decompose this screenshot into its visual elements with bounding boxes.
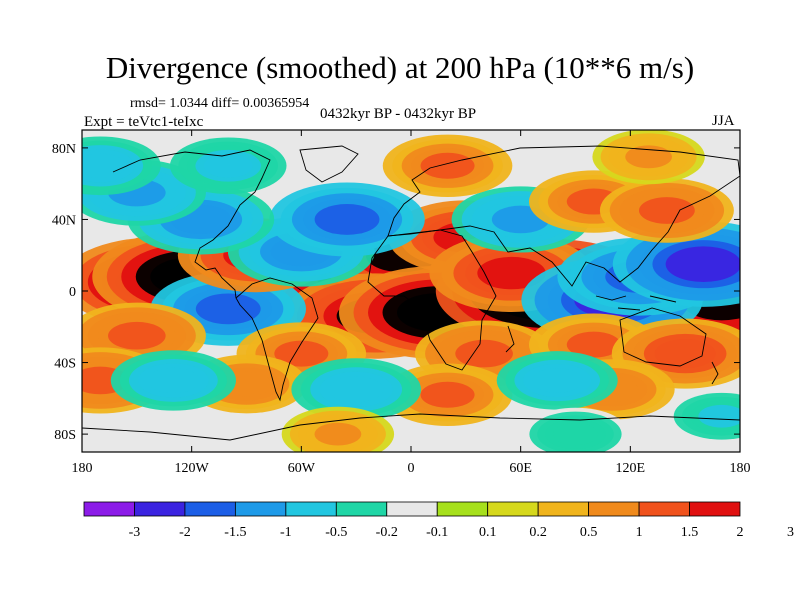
anomaly-band bbox=[420, 152, 475, 179]
anomaly-band bbox=[82, 153, 126, 178]
indonesia-outline bbox=[595, 295, 677, 311]
anomaly-field bbox=[82, 130, 740, 452]
anomaly-band bbox=[314, 204, 380, 235]
anomaly-band bbox=[329, 376, 384, 403]
colorbar-swatch bbox=[436, 501, 489, 517]
x-tick-label: 120W bbox=[175, 461, 210, 476]
anomaly-band bbox=[477, 256, 546, 290]
colorbar: -3 -2 -1.5 -1 -0.5 -0.2 -0.1 0.1 0.2 0.5 1 1.5 2 3 bbox=[83, 501, 794, 540]
anomaly-band bbox=[147, 367, 200, 394]
anomaly-band bbox=[665, 246, 740, 282]
anomaly-band bbox=[203, 153, 253, 178]
anomaly-band bbox=[108, 321, 166, 350]
stats-line: rmsd= 1.0344 diff= 0.00365954 bbox=[130, 96, 310, 111]
north-america-outline bbox=[112, 149, 271, 299]
south-america-outline bbox=[235, 277, 319, 402]
anomaly-band bbox=[638, 197, 695, 224]
colorbar-label: 2 bbox=[737, 525, 744, 540]
colorbar-label: -0.2 bbox=[376, 525, 398, 540]
greenland-outline bbox=[299, 145, 359, 183]
colorbar-swatch bbox=[689, 501, 741, 517]
colorbar-swatch bbox=[335, 501, 388, 517]
y-axis: 80N 40N 0 40S 80S bbox=[52, 142, 740, 443]
new-zealand-outline bbox=[711, 361, 719, 385]
colorbar-swatch bbox=[184, 501, 236, 517]
season-label: JJA bbox=[712, 113, 735, 129]
anomaly-band bbox=[566, 331, 621, 358]
anomaly-band bbox=[532, 368, 583, 393]
africa-outline bbox=[367, 229, 497, 371]
anomaly-band bbox=[274, 340, 329, 367]
x-tick-label: 0 bbox=[408, 461, 415, 476]
colorbar-swatch bbox=[83, 501, 135, 517]
x-tick-label: 180 bbox=[72, 461, 93, 476]
antarctica-outline bbox=[82, 413, 740, 441]
colorbar-swatch bbox=[537, 501, 590, 517]
colorbar-label: 3 bbox=[787, 525, 794, 540]
colorbar-label: -2 bbox=[179, 525, 191, 540]
anomaly-band bbox=[654, 339, 716, 369]
colorbar-label: 0.1 bbox=[479, 525, 497, 540]
anomaly-band bbox=[195, 293, 261, 325]
x-tick-label: 60E bbox=[509, 461, 532, 476]
colorbar-label: -0.5 bbox=[325, 525, 347, 540]
x-axis: 180 120W 60W 0 60E 120E 180 bbox=[72, 130, 751, 476]
anomaly-band bbox=[625, 145, 673, 169]
anomaly-band bbox=[698, 404, 740, 428]
colorbar-label: -3 bbox=[129, 525, 141, 540]
y-tick-label: 0 bbox=[69, 285, 76, 300]
colorbar-label: -0.1 bbox=[426, 525, 448, 540]
colorbar-swatch bbox=[285, 501, 337, 517]
anomaly-band bbox=[314, 422, 362, 446]
colorbar-label: 0.2 bbox=[529, 525, 547, 540]
y-tick-label: 80S bbox=[54, 428, 76, 443]
colorbar-label: 1.5 bbox=[681, 525, 699, 540]
y-tick-label: 40S bbox=[54, 357, 76, 372]
colorbar-label: 0.5 bbox=[580, 525, 598, 540]
period-label: 0432kyr BP - 0432kyr BP bbox=[320, 106, 477, 122]
australia-outline bbox=[619, 307, 707, 367]
experiment-label: Expt = teVtc1-teIxc bbox=[84, 114, 204, 130]
y-tick-label: 40N bbox=[52, 213, 76, 228]
anomaly-band bbox=[420, 381, 475, 408]
colorbar-swatch bbox=[588, 501, 640, 517]
colorbar-swatch bbox=[386, 501, 438, 517]
anomaly-band bbox=[553, 423, 598, 446]
colorbar-swatch bbox=[638, 501, 690, 517]
chart-title: Divergence (smoothed) at 200 hPa (10**6 … bbox=[105, 50, 695, 85]
colorbar-label: 1 bbox=[636, 525, 643, 540]
y-tick-label: 80N bbox=[52, 142, 76, 157]
colorbar-label: -1 bbox=[280, 525, 292, 540]
colorbar-swatch bbox=[487, 501, 539, 517]
colorbar-swatch bbox=[134, 501, 186, 517]
eurasia-outline bbox=[387, 145, 740, 287]
anomaly-band bbox=[455, 339, 513, 368]
x-tick-label: 120E bbox=[616, 461, 646, 476]
x-tick-label: 180 bbox=[730, 461, 751, 476]
coastlines bbox=[82, 145, 740, 441]
colorbar-label: -1.5 bbox=[224, 525, 246, 540]
madagascar-outline bbox=[505, 325, 515, 353]
colorbar-swatch bbox=[234, 501, 287, 517]
x-tick-label: 60W bbox=[288, 461, 316, 476]
